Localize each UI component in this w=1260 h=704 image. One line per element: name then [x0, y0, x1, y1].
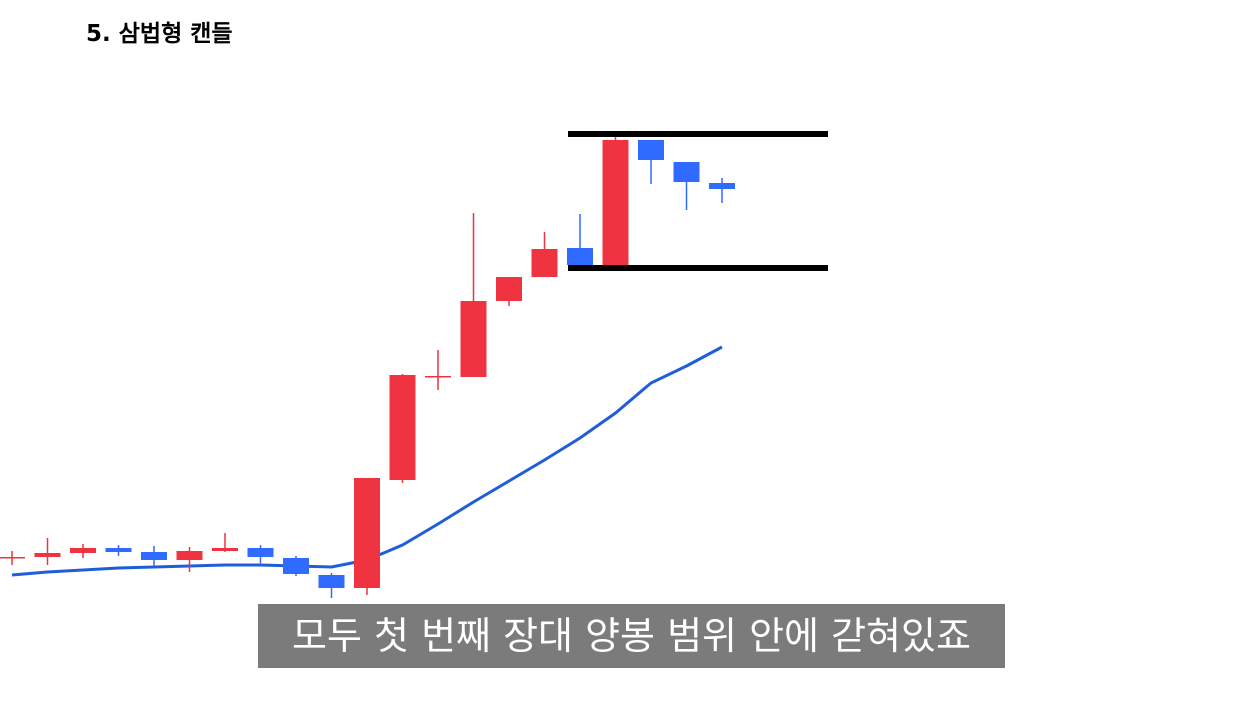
candle-body: [425, 376, 451, 378]
chart-title: 5. 삼법형 캔들: [86, 21, 233, 47]
candle-body: [0, 557, 25, 559]
candle-body: [567, 248, 593, 265]
candle-body: [141, 552, 167, 560]
candle-body: [70, 548, 96, 553]
candle-body: [709, 183, 735, 189]
candle-body: [460, 301, 487, 377]
caption: 모두 첫 번째 장대 양봉 범위 안에 갇혀있죠: [258, 604, 1005, 668]
candle-body: [531, 249, 558, 277]
candle-body: [247, 548, 274, 557]
candle-body: [176, 551, 203, 560]
candle-body: [212, 548, 238, 551]
candle-body: [673, 162, 700, 182]
candle-body: [354, 478, 380, 588]
candle-body: [318, 575, 345, 588]
candle-body: [283, 558, 309, 574]
candle-body: [389, 375, 416, 480]
candle-body: [638, 140, 664, 160]
candle-body: [496, 277, 522, 301]
candle-body: [602, 140, 629, 265]
candle-body: [34, 553, 61, 557]
candle-body: [105, 548, 132, 552]
